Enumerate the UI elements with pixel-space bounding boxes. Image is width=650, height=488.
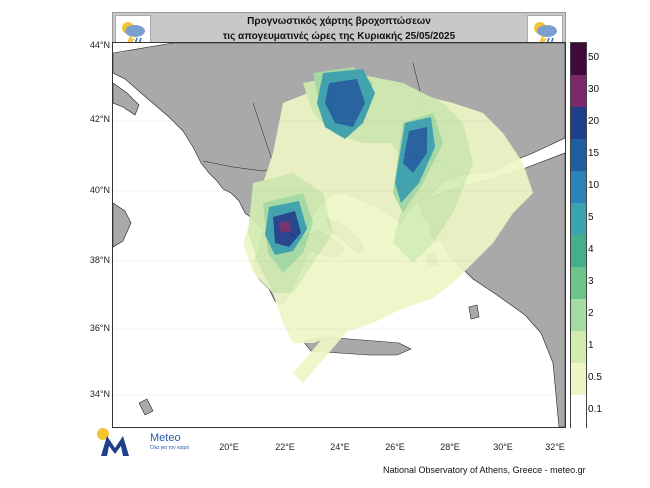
colorbar-label: 0.5	[588, 372, 602, 383]
lat-label-40: 40°N	[89, 185, 110, 195]
lon-label-20: 20°E	[219, 442, 239, 452]
graticule	[113, 46, 565, 396]
meteo-logo	[95, 428, 185, 458]
map-canvas	[113, 43, 565, 427]
colorbar-segment	[571, 267, 586, 300]
colorbar-label: 1	[588, 340, 594, 351]
border-line	[252, 102, 274, 164]
lon-label-24: 24°E	[330, 442, 350, 452]
colorbar-segment	[571, 331, 586, 364]
colorbar-segment	[571, 235, 586, 268]
colorbar-label: 4	[588, 244, 594, 255]
libya-coast	[138, 398, 154, 416]
lat-label-44: 44°N	[89, 40, 110, 50]
logo-text: Meteo	[150, 432, 181, 444]
colorbar-label: 10	[588, 180, 600, 191]
colorbar-segment	[571, 203, 586, 236]
precipitation-colorbar	[570, 42, 587, 428]
precipitation-map	[112, 42, 566, 428]
italy-south	[113, 202, 132, 248]
colorbar-segment	[571, 43, 586, 76]
lon-label-26: 26°E	[385, 442, 405, 452]
colorbar-segment	[571, 139, 586, 172]
precip-area-15mm	[325, 79, 365, 127]
colorbar-label: 15	[588, 148, 600, 159]
logo-subtitle: Όλα για τον καιρό	[150, 445, 190, 451]
lat-label-36: 36°N	[89, 323, 110, 333]
lon-label-32: 32°E	[545, 442, 565, 452]
italy-land	[113, 82, 140, 116]
colorbar-segment	[571, 75, 586, 108]
map-title-line2: τις απογευματινές ώρες της Κυριακής 25/0…	[222, 31, 456, 42]
colorbar-label: 3	[588, 276, 594, 287]
lat-label-34: 34°N	[89, 389, 110, 399]
colorbar-segment	[571, 107, 586, 140]
colorbar-label: 30	[588, 84, 600, 95]
lat-label-42: 42°N	[89, 114, 110, 124]
colorbar-segment	[571, 299, 586, 332]
rhodes-island	[468, 304, 480, 320]
lon-label-28: 28°E	[440, 442, 460, 452]
precip-area-15mm	[403, 127, 427, 173]
lon-label-30: 30°E	[493, 442, 513, 452]
colorbar-label: 5	[588, 212, 594, 223]
colorbar-label: 2	[588, 308, 594, 319]
precip-area-30mm	[279, 221, 291, 233]
colorbar-segment	[571, 363, 586, 396]
map-title-line1: Προγνωστικός χάρτης βροχοπτώσεων	[247, 16, 431, 27]
colorbar-segment	[571, 171, 586, 204]
meteo-logo-icon	[97, 428, 129, 456]
colorbar-label: 50	[588, 52, 600, 63]
lat-label-38: 38°N	[89, 255, 110, 265]
lon-label-22: 22°E	[275, 442, 295, 452]
colorbar-label: 0.1	[588, 404, 602, 415]
credit-text: National Observatory of Athens, Greece -…	[383, 465, 586, 475]
colorbar-segment	[571, 395, 586, 428]
precipitation-layer	[243, 67, 533, 383]
colorbar-label: 20	[588, 116, 600, 127]
